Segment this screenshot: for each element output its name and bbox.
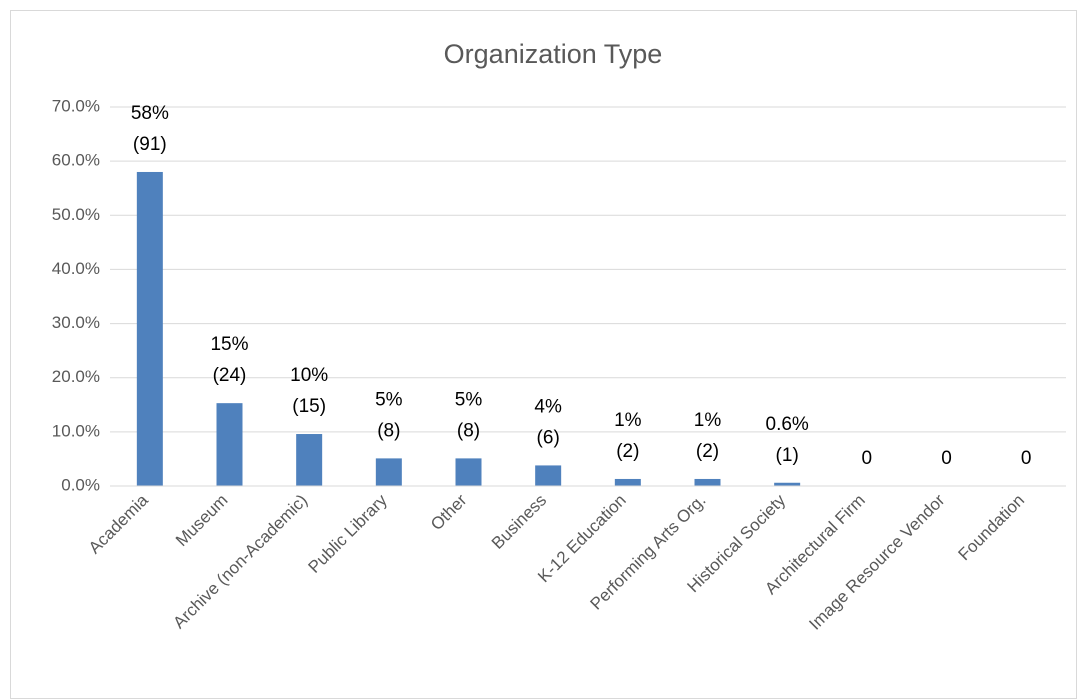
y-tick-label: 30.0% <box>52 313 100 332</box>
count-label: (8) <box>377 420 400 441</box>
count-label: (91) <box>133 134 167 155</box>
data-label: 0 <box>1021 448 1032 469</box>
count-label: (24) <box>213 365 247 386</box>
data-label: 1% <box>694 410 722 431</box>
data-label: 58% <box>131 103 169 124</box>
y-tick-label: 40.0% <box>52 259 100 278</box>
count-label: (8) <box>457 420 480 441</box>
bar <box>455 458 482 486</box>
data-label: 0 <box>862 448 873 469</box>
bar <box>375 458 402 486</box>
count-label: (6) <box>537 427 560 448</box>
bar <box>774 482 801 486</box>
data-label: 5% <box>455 389 483 410</box>
bar <box>535 465 562 486</box>
y-tick-label: 0.0% <box>61 475 100 494</box>
bar <box>216 403 243 486</box>
data-label: 5% <box>375 389 403 410</box>
y-tick-label: 50.0% <box>52 205 100 224</box>
count-label: (1) <box>776 445 799 466</box>
count-label: (2) <box>616 441 639 462</box>
y-tick-label: 60.0% <box>52 151 100 170</box>
y-tick-label: 70.0% <box>52 96 100 115</box>
chart-title: Organization Type <box>444 39 663 69</box>
y-tick-label: 20.0% <box>52 367 100 386</box>
data-label: 4% <box>534 396 562 417</box>
data-label: 10% <box>290 365 328 386</box>
chart-border <box>10 10 1077 699</box>
bar <box>694 478 721 486</box>
data-label: 0 <box>941 448 952 469</box>
data-label: 15% <box>210 334 248 355</box>
bar <box>296 434 323 486</box>
y-tick-label: 10.0% <box>52 421 100 440</box>
bar <box>136 171 163 486</box>
count-label: (15) <box>292 396 326 417</box>
bar <box>614 478 641 486</box>
count-label: (2) <box>696 441 719 462</box>
data-label: 1% <box>614 410 642 431</box>
data-label: 0.6% <box>766 414 809 435</box>
